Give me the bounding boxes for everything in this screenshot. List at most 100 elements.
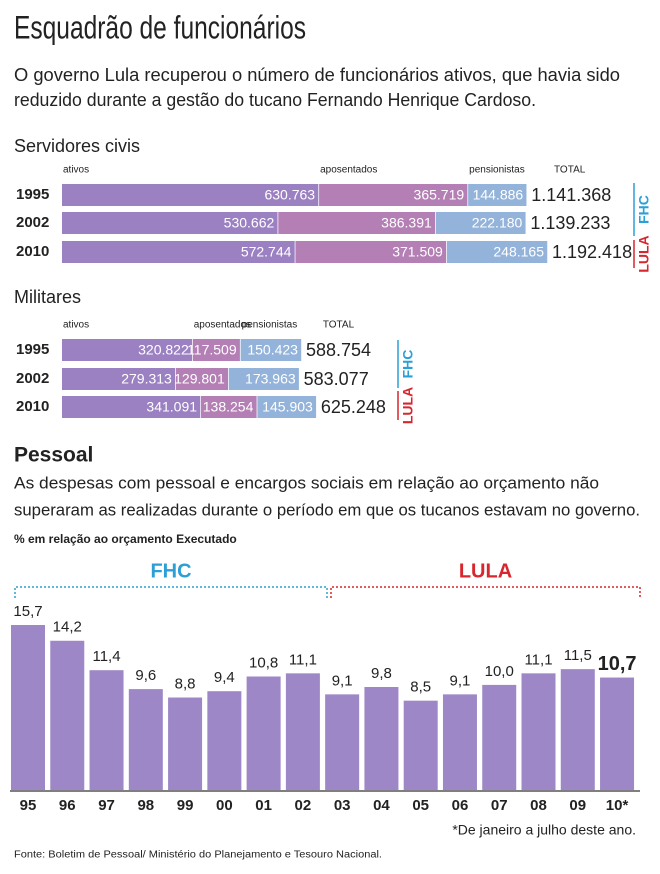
period-label: LULA [459, 560, 512, 582]
period-label: FHC [150, 560, 191, 582]
value-label: 144.886 [473, 187, 524, 203]
bar [403, 700, 438, 790]
value-label: 11,1 [289, 651, 317, 668]
total-label: 1.141.368 [531, 185, 611, 205]
x-tick-label: 09 [569, 797, 586, 814]
x-tick-label: 05 [412, 797, 429, 814]
value-label: 15,7 [13, 603, 42, 620]
total-label: 625.248 [321, 397, 386, 417]
value-label: 138.254 [203, 399, 254, 415]
x-tick-label: 03 [334, 797, 351, 814]
total-label: 588.754 [306, 340, 371, 360]
x-tick-label: 10* [606, 797, 629, 814]
bar-segment [201, 396, 258, 418]
bar [364, 687, 399, 790]
legend-label: ativos [63, 165, 89, 176]
value-label: 8,8 [175, 675, 196, 692]
value-label: 173.963 [245, 371, 296, 387]
bar-segment [62, 368, 176, 390]
value-label: 371.509 [392, 244, 443, 260]
row-label: 2010 [16, 398, 49, 415]
value-label: 365.719 [414, 187, 465, 203]
x-tick-label: 04 [373, 797, 390, 814]
value-label: 341.091 [146, 399, 197, 415]
chart-title: Militares [14, 287, 81, 307]
bar-segment [175, 368, 229, 390]
bar-segment [192, 339, 241, 361]
bar-segment [295, 241, 447, 263]
bar-segment [257, 396, 317, 418]
x-tick-label: 01 [255, 797, 272, 814]
value-label: 248.165 [493, 244, 544, 260]
legend-label: ativos [63, 320, 89, 331]
bar-segment [446, 241, 548, 263]
bar [285, 673, 320, 790]
value-label: 9,8 [371, 665, 392, 682]
total-label: 583.077 [304, 369, 369, 389]
chart-title: Servidores civis [14, 136, 140, 156]
bar-segment [228, 368, 300, 390]
bar [482, 684, 517, 790]
x-tick-label: 95 [20, 797, 37, 814]
total-header: TOTAL [323, 320, 355, 331]
x-tick-label: 06 [452, 797, 469, 814]
row-label: 1995 [16, 341, 49, 358]
period-label: FHC [400, 350, 416, 379]
bar [246, 676, 281, 790]
bar [442, 694, 477, 790]
x-tick-label: 02 [295, 797, 312, 814]
x-tick-label: 07 [491, 797, 508, 814]
row-label: 2002 [16, 370, 49, 387]
value-label: 11,4 [92, 648, 120, 665]
source: Fonte: Boletim de Pessoal/ Ministério do… [14, 850, 382, 861]
x-tick-label: 98 [137, 797, 154, 814]
axis-label: % em relação ao orçamento Executado [14, 532, 237, 546]
value-label: 10,0 [485, 663, 514, 680]
bar [207, 691, 242, 790]
value-label: 10,7 [598, 653, 637, 675]
bar [128, 689, 163, 790]
bar [168, 697, 203, 790]
chart-subtitle: superaram as realizadas durante o períod… [14, 500, 640, 519]
x-tick-label: 97 [98, 797, 115, 814]
value-label: 630.763 [264, 187, 315, 203]
value-label: 145.903 [262, 399, 313, 415]
bar [560, 669, 595, 790]
bar-segment [62, 339, 193, 361]
bar-segment [240, 339, 302, 361]
value-label: 14,2 [53, 619, 82, 636]
period-label: LULA [636, 235, 652, 272]
bar [521, 673, 556, 790]
page-title: Esquadrão de funcionários [14, 9, 306, 45]
value-label: 150.423 [247, 342, 298, 358]
total-label: 1.192.418 [552, 242, 632, 262]
bar [11, 625, 45, 790]
x-tick-label: 99 [177, 797, 194, 814]
period-bracket [14, 586, 328, 598]
bar [600, 677, 635, 790]
value-label: 279.313 [121, 371, 172, 387]
subtitle: O governo Lula recuperou o número de fun… [14, 65, 620, 85]
value-label: 11,5 [564, 647, 592, 664]
chart-subtitle: As despesas com pessoal e encargos socia… [14, 473, 599, 492]
value-label: 9,1 [332, 672, 353, 689]
period-bracket [330, 586, 641, 598]
bar-segment [62, 184, 320, 206]
value-label: 11,1 [524, 651, 552, 668]
period-label: FHC [636, 195, 652, 224]
value-label: 320.822 [138, 342, 189, 358]
period-label: LULA [400, 387, 416, 424]
value-label: 572.744 [241, 244, 292, 260]
value-label: 129.801 [174, 371, 225, 387]
value-label: 222.180 [472, 215, 523, 231]
total-header: TOTAL [554, 165, 586, 176]
legend-label: pensionistas [242, 320, 298, 331]
bar-segment [278, 212, 436, 234]
footnote: *De janeiro a julho deste ano. [452, 822, 636, 838]
bar [50, 640, 85, 790]
x-tick-label: 96 [59, 797, 76, 814]
chart-title: Pessoal [14, 444, 93, 467]
row-label: 1995 [16, 186, 49, 203]
bar-segment [435, 212, 527, 234]
